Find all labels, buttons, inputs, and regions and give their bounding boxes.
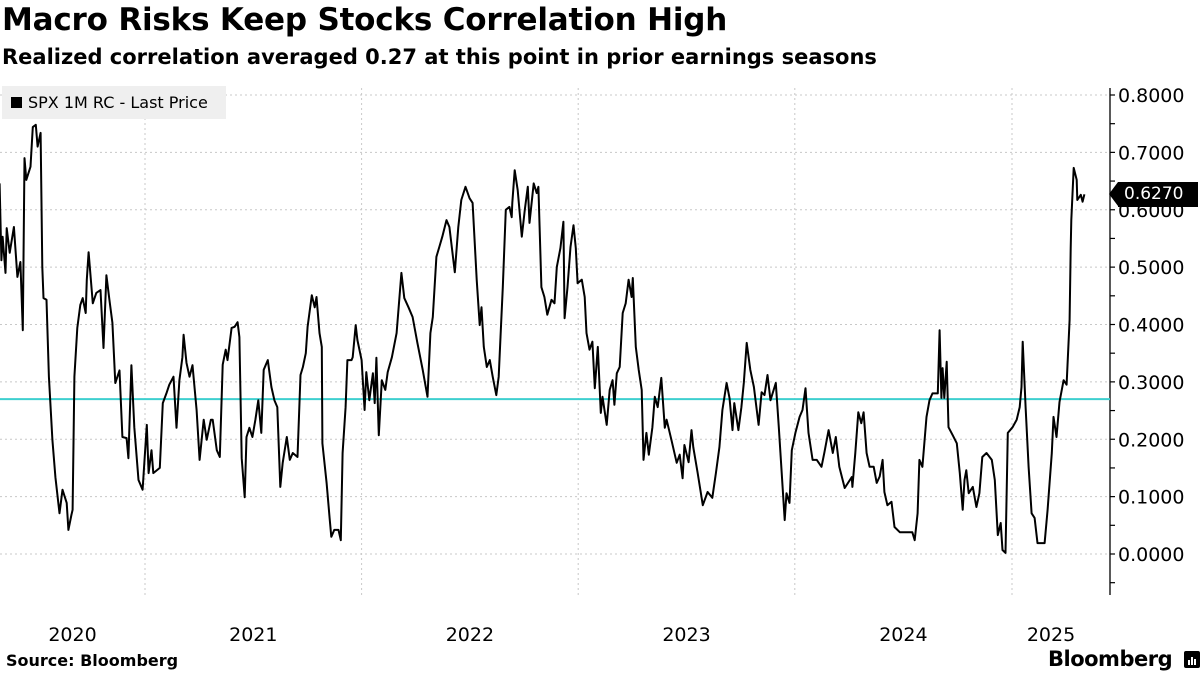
y-tick-label: 0.7000 (1118, 142, 1184, 164)
y-tick-label: 0.2000 (1118, 429, 1184, 451)
chart-title: Macro Risks Keep Stocks Correlation High (2, 2, 728, 38)
y-tick-label: 0.5000 (1118, 257, 1184, 279)
x-tick-label: 2021 (229, 624, 277, 646)
x-tick-label: 2022 (446, 624, 494, 646)
chart-subtitle: Realized correlation averaged 0.27 at th… (2, 45, 877, 69)
source-note: Source: Bloomberg (6, 651, 179, 670)
x-tick-label: 2025 (1027, 624, 1075, 646)
bloomberg-chart-icon (1184, 650, 1200, 668)
x-tick-label: 2024 (879, 624, 927, 646)
series-line-spx-1m-rc (0, 123, 1086, 554)
y-tick-label: 0.8000 (1118, 85, 1184, 107)
legend-label: SPX 1M RC - Last Price (28, 93, 208, 112)
y-tick-label: 0.4000 (1118, 315, 1184, 337)
legend-swatch (11, 97, 22, 108)
x-tick-label: 2023 (662, 624, 710, 646)
y-tick-label: 0.1000 (1118, 487, 1184, 509)
bloomberg-logo: Bloomberg (1048, 647, 1200, 671)
x-axis: 2020 2021 2022 2023 2024 2025 (48, 624, 1075, 646)
y-tick-label: 0.3000 (1118, 372, 1184, 394)
brand-wordmark: Bloomberg (1048, 647, 1173, 671)
x-tick-label: 2020 (48, 624, 96, 646)
legend: SPX 1M RC - Last Price (2, 86, 226, 119)
last-value-label: 0.6270 (1109, 181, 1198, 207)
y-axis: 0.00000.10000.20000.30000.40000.50000.60… (1109, 85, 1184, 595)
y-tick-label: 0.0000 (1118, 544, 1184, 566)
grid (0, 88, 1110, 595)
